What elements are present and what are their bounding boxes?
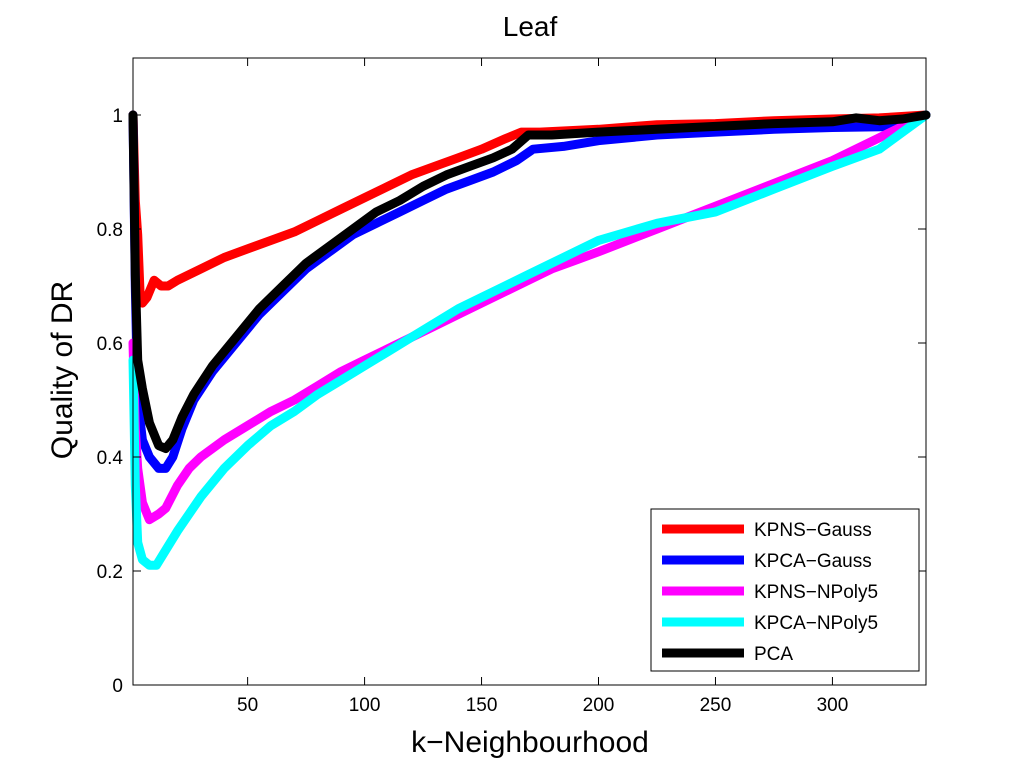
legend-label-5: PCA (754, 644, 793, 665)
y-tick-label: 0 (112, 676, 123, 697)
x-tick-label: 250 (700, 695, 732, 716)
x-tick-label: 50 (237, 695, 258, 716)
x-axis-label: k−Neighbourhood (411, 726, 649, 759)
series-line-3 (128, 110, 931, 525)
series-layer (128, 110, 931, 570)
legend-label-2: KPCA−Gauss (754, 551, 872, 572)
y-tick-label: 0.4 (97, 448, 124, 469)
legend: KPNS−Gauss KPCA−Gauss KPNS−NPoly5 KPCA−NPol… (650, 508, 920, 672)
y-tick-label: 1 (112, 106, 123, 127)
y-tick-label: 0.2 (97, 562, 123, 583)
legend-label-3: KPNS−NPoly5 (754, 582, 878, 603)
legend-label-4: KPCA−NPoly5 (754, 613, 878, 634)
series-line-5 (128, 110, 931, 453)
series-line-4 (128, 110, 931, 570)
legend-label-1: KPNS−Gauss (754, 520, 872, 541)
x-tick-label: 100 (349, 695, 381, 716)
ticks-layer: 50 100 150 200 250 300 0 0.2 0.4 0.6 0.8 1 (97, 58, 926, 716)
y-tick-label: 0.8 (97, 220, 123, 241)
y-axis-label: Quality of DR (46, 281, 79, 459)
x-tick-label: 150 (466, 695, 498, 716)
series-line-2 (128, 110, 931, 473)
y-tick-label: 0.6 (97, 334, 123, 355)
plot-frame (132, 57, 927, 686)
chart-title: Leaf (503, 11, 558, 42)
x-tick-label: 200 (583, 695, 615, 716)
x-tick-label: 300 (817, 695, 849, 716)
